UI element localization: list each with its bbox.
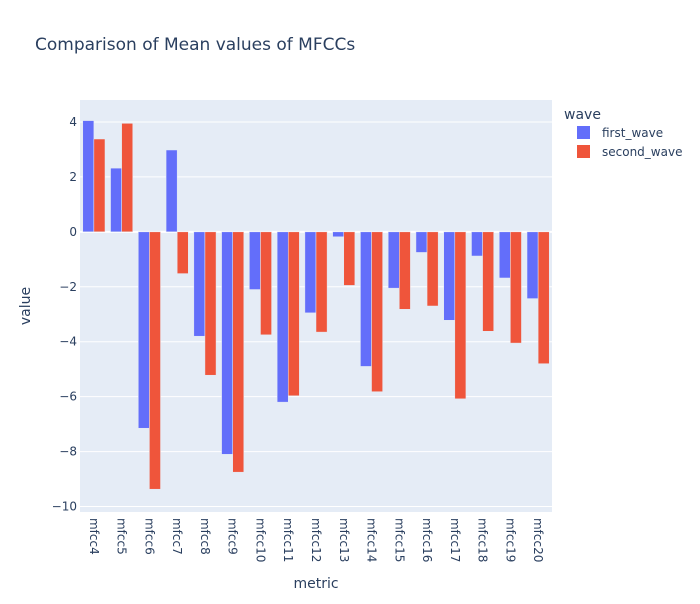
bar-second_wave-mfcc18[interactable]: [482, 231, 494, 332]
legend-item-first-wave[interactable]: first_wave: [577, 126, 663, 140]
y-tick-label: 4: [69, 115, 77, 129]
legend-item-second-wave[interactable]: second_wave: [577, 145, 682, 159]
x-tick-label: mfcc4: [87, 518, 101, 555]
y-axis-title: value: [18, 287, 34, 325]
y-tick-label: −10: [52, 500, 77, 514]
bar-first_wave-mfcc5[interactable]: [110, 167, 122, 233]
x-tick-label: mfcc11: [281, 518, 295, 562]
x-tick-label: mfcc7: [170, 518, 184, 555]
bar-first_wave-mfcc6[interactable]: [138, 231, 150, 429]
bar-second_wave-mfcc17[interactable]: [454, 231, 467, 400]
y-tick-label: −2: [59, 280, 77, 294]
bar-first_wave-mfcc12[interactable]: [304, 231, 317, 314]
bar-second_wave-mfcc8[interactable]: [204, 231, 217, 376]
x-tick-label: mfcc14: [365, 518, 379, 562]
bar-second_wave-mfcc20[interactable]: [537, 231, 550, 364]
legend: wave first_wave second_wave: [564, 107, 682, 159]
y-tick-label: 0: [69, 225, 77, 239]
x-tick-label: mfcc13: [337, 518, 351, 562]
bar-second_wave-mfcc12[interactable]: [315, 231, 328, 333]
bar-second_wave-mfcc4[interactable]: [93, 138, 106, 233]
x-tick-label: mfcc20: [531, 518, 545, 562]
bar-first_wave-mfcc11[interactable]: [276, 231, 289, 403]
bar-first_wave-mfcc13[interactable]: [332, 231, 345, 238]
y-tick-label: 2: [69, 170, 77, 184]
x-axis-ticks: mfcc4 mfcc5 mfcc6 mfcc7 mfcc8 mfcc9 mfcc10 mfcc…: [87, 518, 545, 562]
y-tick-label: −4: [59, 335, 77, 349]
bar-second_wave-mfcc16[interactable]: [426, 231, 439, 307]
bar-second_wave-mfcc14[interactable]: [371, 231, 383, 392]
bar-first_wave-mfcc20[interactable]: [526, 231, 539, 299]
x-tick-label: mfcc18: [476, 518, 490, 562]
bar-first_wave-mfcc16[interactable]: [415, 231, 428, 253]
bar-second_wave-mfcc11[interactable]: [287, 231, 300, 397]
x-tick-label: mfcc9: [226, 518, 240, 555]
y-axis-ticks: 4 2 0 −2 −4 −6 −8 −10: [52, 115, 77, 514]
bar-second_wave-mfcc9[interactable]: [232, 231, 245, 473]
bar-first_wave-mfcc10[interactable]: [249, 231, 261, 290]
bar-second_wave-mfcc15[interactable]: [399, 231, 411, 310]
bar-second_wave-mfcc7[interactable]: [176, 231, 189, 274]
x-tick-label: mfcc19: [503, 518, 517, 562]
bar-second_wave-mfcc5[interactable]: [121, 123, 134, 233]
x-tick-label: mfcc12: [309, 518, 323, 562]
legend-label: first_wave: [602, 126, 663, 140]
y-tick-label: −6: [59, 390, 77, 404]
x-tick-label: mfcc16: [420, 518, 434, 562]
bar-first_wave-mfcc18[interactable]: [471, 231, 483, 257]
bar-first_wave-mfcc15[interactable]: [387, 231, 400, 289]
bar-first_wave-mfcc19[interactable]: [498, 231, 511, 279]
x-tick-label: mfcc17: [448, 518, 462, 562]
bar-second_wave-mfcc19[interactable]: [510, 231, 522, 344]
bar-second_wave-mfcc6[interactable]: [149, 231, 161, 490]
legend-title: wave: [564, 107, 601, 123]
bar-second_wave-mfcc13[interactable]: [343, 231, 356, 286]
x-tick-label: mfcc6: [142, 518, 156, 555]
x-tick-label: mfcc10: [253, 518, 267, 562]
x-tick-label: mfcc15: [392, 518, 406, 562]
bar-first_wave-mfcc9[interactable]: [221, 231, 233, 455]
y-tick-label: −8: [59, 445, 77, 459]
bar-first_wave-mfcc17[interactable]: [443, 231, 456, 321]
legend-label: second_wave: [602, 145, 682, 159]
x-tick-label: mfcc8: [198, 518, 212, 555]
bar-first_wave-mfcc4[interactable]: [82, 120, 95, 233]
chart-title: Comparison of Mean values of MFCCs: [35, 35, 355, 55]
x-axis-title: metric: [293, 576, 338, 592]
bar-first_wave-mfcc14[interactable]: [360, 231, 372, 367]
bar-first_wave-mfcc7[interactable]: [165, 149, 178, 233]
legend-swatch: [577, 126, 590, 139]
bar-second_wave-mfcc10[interactable]: [260, 231, 272, 336]
bar-first_wave-mfcc8[interactable]: [193, 231, 206, 337]
bars: [82, 120, 550, 490]
legend-swatch: [577, 145, 590, 158]
x-tick-label: mfcc5: [115, 518, 129, 555]
